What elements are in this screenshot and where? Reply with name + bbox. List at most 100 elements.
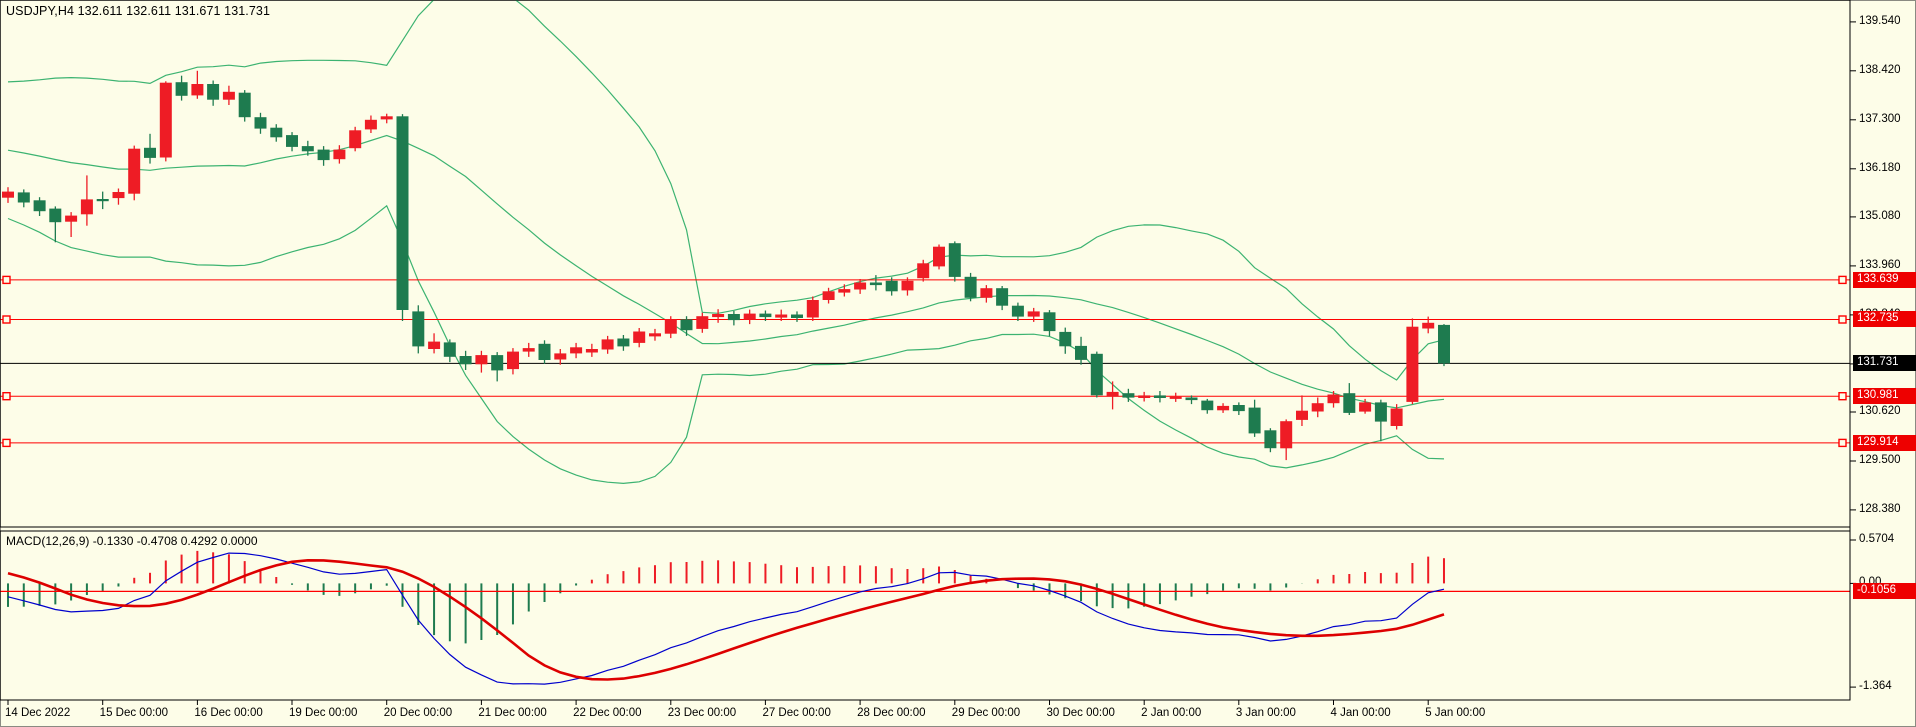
hline-handle[interactable] — [1838, 275, 1847, 285]
macd-hline-badge: -0.1056 — [1853, 583, 1916, 600]
candle-body — [1232, 405, 1245, 412]
candle-body — [1264, 430, 1277, 449]
candle-body — [1169, 396, 1182, 399]
candle-body — [65, 215, 78, 222]
candle-body — [649, 333, 661, 337]
candle-body — [727, 314, 740, 321]
hline-handle[interactable] — [2, 438, 11, 448]
candle-body — [743, 313, 756, 320]
candle-body — [1201, 400, 1214, 411]
candle-body — [664, 319, 677, 334]
candle-body — [301, 146, 314, 152]
candle-body — [333, 149, 346, 160]
price-tick-label: 136.180 — [1859, 161, 1901, 174]
candle-body — [1248, 407, 1261, 434]
candle-body — [838, 289, 851, 293]
chart-title: USDJPY,H4 132.611 132.611 131.671 131.73… — [6, 4, 271, 18]
candle-body — [570, 347, 583, 354]
time-label: 4 Jan 00:00 — [1330, 707, 1391, 719]
candle-body — [412, 311, 425, 347]
time-label: 14 Dec 2022 — [5, 707, 71, 719]
candle-body — [207, 84, 220, 100]
candle-body — [1374, 402, 1387, 422]
candle-body — [601, 339, 614, 350]
candle-body — [1438, 324, 1450, 364]
time-label: 20 Dec 00:00 — [383, 707, 453, 719]
candle-body — [96, 199, 109, 202]
candle-body — [1122, 393, 1135, 398]
candle-body — [396, 116, 409, 310]
bollinger-upper-band — [7, 0, 1445, 381]
candle-body — [1027, 311, 1040, 317]
time-label: 30 Dec 00:00 — [1046, 707, 1115, 719]
candle-body — [144, 147, 156, 158]
candle-body — [964, 276, 977, 298]
candle-body — [254, 117, 267, 129]
candle-body — [1138, 395, 1151, 398]
price-tick-label: 138.420 — [1859, 63, 1901, 76]
candle-body — [491, 355, 504, 371]
candle-body — [459, 356, 472, 365]
candle-body — [1059, 331, 1072, 347]
candle-body — [112, 192, 125, 199]
candle-body — [1390, 408, 1403, 426]
candle-body — [1075, 345, 1087, 360]
candle-body — [222, 91, 235, 100]
candle-body — [522, 348, 535, 352]
candle-body — [1327, 394, 1340, 404]
price-tick-label: 129.500 — [1859, 453, 1901, 466]
candle-body — [380, 116, 393, 120]
hline-handle[interactable] — [2, 315, 11, 324]
candle-body — [1359, 402, 1372, 412]
time-label: 21 Dec 00:00 — [478, 707, 547, 719]
candle-body — [1422, 322, 1435, 329]
price-tick-label: 135.080 — [1859, 209, 1901, 222]
candle-body — [1311, 403, 1324, 412]
candle-body — [191, 84, 204, 96]
hline-handle[interactable] — [1838, 392, 1847, 401]
time-label: 5 Jan 00:00 — [1425, 707, 1486, 719]
time-label: 16 Dec 00:00 — [194, 707, 263, 719]
candle-body — [33, 200, 46, 212]
candle-body — [270, 127, 283, 138]
candle-body — [1296, 410, 1308, 420]
candle-body — [806, 300, 819, 318]
candle-body — [1043, 312, 1056, 332]
hline-handle[interactable] — [1838, 315, 1847, 324]
candle-body — [1090, 353, 1103, 396]
candle-body — [854, 282, 867, 290]
candle-body — [1106, 391, 1119, 397]
candle-body — [696, 316, 709, 329]
candle-body — [680, 319, 693, 331]
macd-line — [7, 552, 1445, 685]
time-label: 22 Dec 00:00 — [573, 707, 642, 719]
hline-handle[interactable] — [1838, 438, 1847, 448]
hline-handle[interactable] — [2, 275, 11, 285]
hline-price-badge: 133.639 — [1853, 271, 1916, 288]
candle-body — [128, 148, 141, 194]
candle-body — [1011, 305, 1024, 317]
price-tick-label: 139.540 — [1859, 14, 1901, 27]
candle-body — [633, 331, 646, 343]
candle-body — [349, 130, 362, 149]
candle-body — [617, 338, 630, 347]
price-tick-label: 133.960 — [1859, 258, 1901, 271]
candle-body — [933, 246, 945, 267]
candle-body — [948, 243, 961, 277]
hline-handle[interactable] — [2, 392, 11, 401]
candle-body — [1406, 326, 1419, 402]
macd-tick-label: -1.364 — [1859, 680, 1892, 693]
candle-body — [822, 291, 835, 300]
macd-tick-label: 0.5704 — [1859, 533, 1895, 546]
macd-pane-border — [0, 530, 1851, 701]
time-label: 3 Jan 00:00 — [1235, 707, 1296, 719]
candle-body — [917, 263, 930, 279]
candle-body — [17, 192, 30, 203]
candle-body — [286, 135, 298, 147]
candle-body — [475, 355, 488, 365]
candle-body — [885, 280, 898, 292]
macd-indicator-label: MACD(12,26,9) -0.1330 -0.4708 0.4292 0.0… — [6, 534, 258, 548]
candle-body — [554, 353, 567, 360]
